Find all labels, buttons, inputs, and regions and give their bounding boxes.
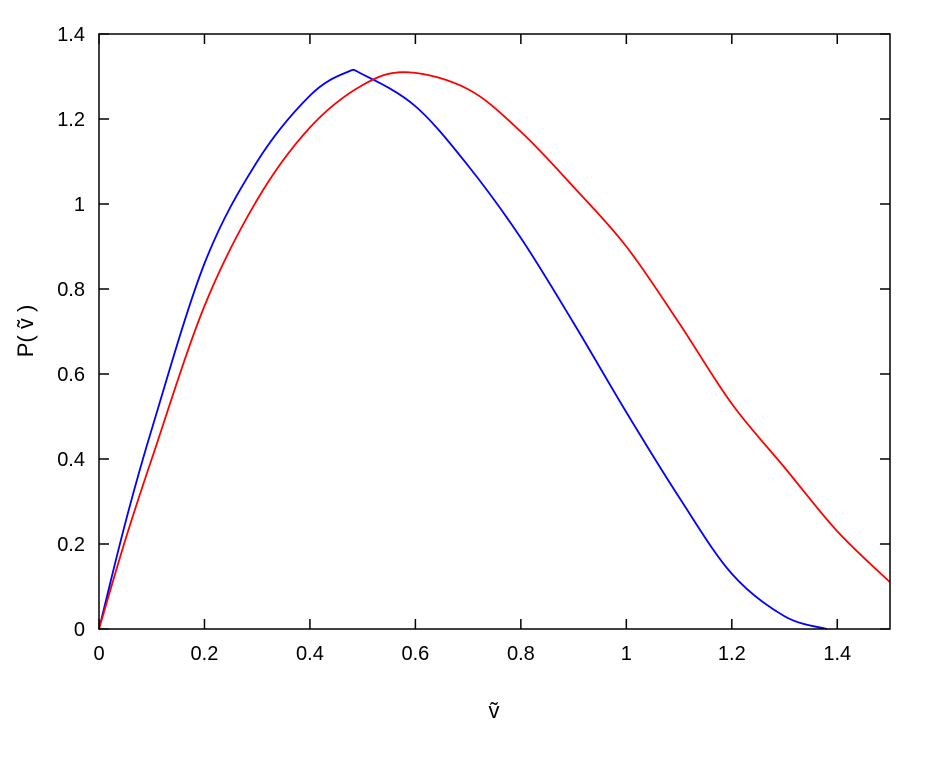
y-tick-label: 0.4 [57,449,85,471]
series-line-2 [98,71,891,630]
y-tick-label: 0.8 [57,279,85,301]
x-tick-label: 0.8 [507,643,535,665]
curves [98,68,891,630]
x-tick-label: 0.4 [296,643,324,665]
y-tick-label: 1 [74,194,85,216]
series-line-1 [98,68,827,630]
y-tick-label: 1.2 [57,109,85,131]
x-tick-label: 0.2 [191,643,219,665]
x-tick-label: 1 [621,643,632,665]
x-axis-label: ṽ [489,698,500,723]
y-tick-label: 0 [74,619,85,641]
y-tick-label: 0.2 [57,534,85,556]
y-tick-label: 0.6 [57,364,85,386]
x-tick-label: 1.4 [823,643,851,665]
y-tick-label: 1.4 [57,24,85,46]
x-tick-label: 0 [93,643,104,665]
x-tick-label: 1.2 [718,643,746,665]
ticks: 0 0.2 0.4 0.6 0.8 1 1.2 1.4 0 0.2 0.4 0.6 0.8 1 1.2 1.4 [57,24,890,665]
x-tick-label: 0.6 [401,643,429,665]
plot-frame [98,33,891,630]
y-axis-label: P( ṽ ) [13,305,38,358]
